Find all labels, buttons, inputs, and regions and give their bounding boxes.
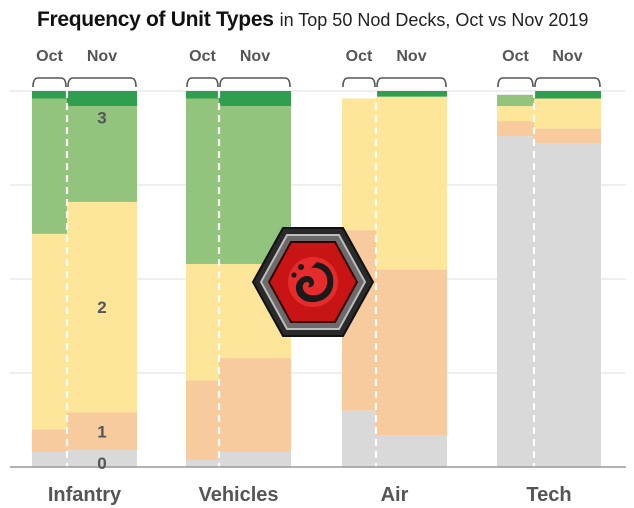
bar-segment-vehicles-oct-top [186,91,219,99]
bar-segment-infantry-oct-top [32,91,67,99]
bar-segment-vehicles-oct-0 [186,459,219,467]
segment-label-3: 3 [97,109,106,128]
category-label-vehicles: Vehicles [198,484,278,506]
nod-scorpion-icon [291,262,334,303]
period-label-tech-nov: Nov [552,48,582,65]
bar-segment-tech-oct-0 [497,136,534,467]
bar-segment-infantry-oct-1 [32,429,67,452]
bar-segment-vehicles-oct-1 [186,380,219,460]
period-label-tech-oct: Oct [502,48,529,65]
period-label-vehicles-oct: Oct [189,48,216,65]
bracket-tech-oct [497,77,534,88]
bar-segment-air-nov-2 [376,96,447,270]
period-label-air-oct: Oct [346,48,373,65]
bar-segment-infantry-oct-3 [32,98,67,234]
period-label-infantry-nov: Nov [87,48,117,65]
bar-segment-tech-oct-1 [497,121,534,137]
bracket-infantry-oct [32,77,67,88]
category-label-air: Air [381,484,409,506]
bar-segment-tech-nov-0 [534,143,601,467]
bar-segment-infantry-nov-2 [67,201,137,413]
segment-label-1: 1 [97,422,106,441]
bar-segment-vehicles-nov-top [219,91,291,107]
bracket-air-nov [376,77,447,88]
category-label-infantry: Infantry [48,484,122,506]
bracket-vehicles-nov [219,77,291,88]
bracket-air-oct [342,77,376,88]
bar-segment-air-oct-2 [342,98,376,231]
bar-segment-infantry-nov-3 [67,106,137,202]
bars-layer [32,91,601,467]
bar-segment-air-nov-1 [376,269,447,436]
period-label-air-nov: Nov [396,48,426,65]
bar-segment-tech-nov-top [534,91,601,99]
category-label-tech: Tech [526,484,571,506]
bracket-infantry-nov [67,77,137,88]
bar-segment-air-nov-0 [376,435,447,467]
bar-segment-vehicles-nov-0 [219,451,291,467]
nod-logo [251,227,375,337]
bar-segment-tech-nov-1 [534,128,601,144]
segment-label-2: 2 [97,298,106,317]
chart-title-rest: in Top 50 Nod Decks, Oct vs Nov 2019 [279,10,589,30]
labels-layer: Oct Nov Infantry Oct Nov Vehicles Oct Nov Air Oct… [32,48,601,506]
bar-segment-air-oct-0 [342,410,376,467]
overlay-layer [10,91,626,468]
period-label-vehicles-nov: Nov [240,48,270,65]
bar-segment-infantry-nov-0 [67,450,137,467]
bar-segment-air-nov-top [376,91,447,97]
bracket-tech-nov [534,77,601,88]
bar-segment-infantry-nov-1 [67,412,137,451]
bar-segment-infantry-nov-top [67,91,137,107]
segment-label-0: 0 [97,454,106,473]
period-label-infantry-oct: Oct [36,48,63,65]
bar-segment-infantry-oct-0 [32,451,67,467]
bar-segment-vehicles-oct-3 [186,98,219,264]
chart-title-bold: Frequency of Unit Types [37,8,274,31]
bar-segment-tech-oct-2 [497,106,534,122]
chart-title: Frequency of Unit Types in Top 50 Nod Dec… [37,8,588,32]
bracket-vehicles-oct [186,77,219,88]
bar-segment-infantry-oct-2 [32,233,67,430]
bar-segment-vehicles-oct-2 [186,263,219,381]
bar-segment-tech-nov-2 [534,98,601,129]
bar-segment-tech-oct-3 [497,94,534,107]
bar-segment-vehicles-nov-1 [219,357,291,452]
